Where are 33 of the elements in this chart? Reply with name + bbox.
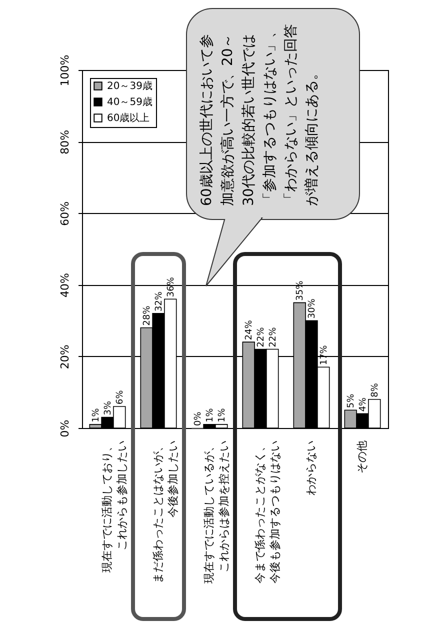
data-label: 4%	[358, 396, 368, 412]
data-label: 28%	[142, 305, 153, 326]
y-tick-label: 80%	[58, 130, 72, 154]
data-label: 1%	[217, 408, 228, 422]
data-label: 24%	[244, 320, 255, 340]
data-label: 35%	[296, 280, 306, 301]
y-tick-label: 100%	[58, 54, 72, 86]
annotation: 60歳以上の世代において参加意欲が高い一方で、20～30代の比較的若い世代では「参加するつもりはない」、「わからない」といった回答が増える傾向にある。	[198, 23, 321, 208]
data-label: 5%	[346, 393, 357, 408]
data-label: 30%	[308, 298, 318, 319]
data-label: 1%	[206, 408, 216, 422]
data-label: 32%	[154, 290, 164, 312]
y-tick-label: 20%	[58, 344, 72, 370]
data-label: 1%	[92, 408, 102, 422]
y-tick-label: 40%	[58, 273, 72, 298]
data-label: 22%	[268, 326, 278, 348]
legend-label: 20～39歳	[107, 80, 152, 92]
x-tick-label: まだ係わったことはないが、今後参加したい	[152, 440, 180, 584]
y-tick-label: 60%	[58, 201, 72, 226]
x-tick-label: 今まで係わったことがなく、今後も参加するつもりはない	[254, 440, 282, 584]
data-label: 36%	[166, 276, 176, 298]
y-tick-label: 0%	[58, 420, 72, 438]
legend-label: 60歳以上	[107, 112, 150, 124]
data-label: 6%	[115, 390, 126, 405]
x-tick-label: わからない	[304, 440, 318, 496]
x-tick-label: 現在すでに活動しているが、これからは参加を控えたい	[202, 440, 230, 584]
x-tick-label: その他	[356, 440, 368, 474]
data-label: 0%	[194, 411, 204, 426]
x-tick-label: 現在すでに活動しており、これからも参加したい	[100, 440, 128, 572]
data-label: 3%	[104, 400, 114, 416]
data-label: 22%	[256, 326, 266, 348]
data-label: 8%	[370, 382, 380, 398]
legend-label: 40～59歳	[107, 96, 152, 108]
